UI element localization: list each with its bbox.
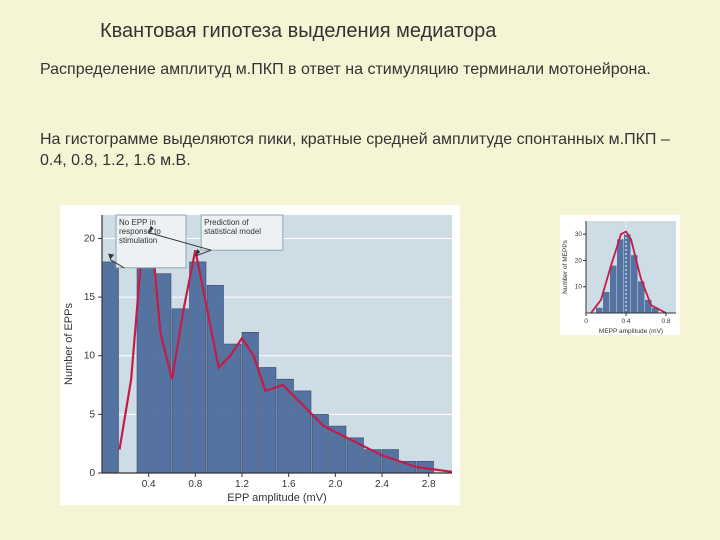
svg-text:20: 20 — [84, 233, 96, 244]
small-histogram-chart: 0 0.4 0.8 10 20 30 MEPP amplitude (mV) Number o… — [560, 215, 680, 335]
svg-text:30: 30 — [575, 231, 583, 238]
svg-text:2.0: 2.0 — [328, 479, 342, 490]
svg-text:5: 5 — [89, 409, 95, 420]
svg-text:15: 15 — [84, 292, 96, 303]
svg-text:1.6: 1.6 — [282, 479, 296, 490]
subtitle-2: На гистограмме выделяются пики, кратные … — [40, 130, 680, 172]
svg-text:2.8: 2.8 — [422, 479, 436, 490]
svg-text:10: 10 — [84, 351, 96, 362]
svg-text:EPP amplitude (mV): EPP amplitude (mV) — [227, 492, 326, 504]
svg-text:20: 20 — [575, 257, 583, 264]
svg-text:No EPP inresponse tostimulatio: No EPP inresponse tostimulation — [119, 218, 161, 245]
subtitle-1: Распределение амплитуд м.ПКП в ответ на … — [40, 60, 660, 81]
svg-text:0: 0 — [89, 468, 95, 479]
slide-title: Квантовая гипотеза выделения медиатора — [100, 20, 496, 43]
svg-text:0.4: 0.4 — [621, 318, 630, 325]
svg-text:0.4: 0.4 — [142, 479, 156, 490]
svg-text:MEPP amplitude (mV): MEPP amplitude (mV) — [599, 328, 663, 335]
main-histogram-chart: 0.4 0.8 1.2 1.6 2.0 2.4 2.8 0 5 10 15 20 EPP amplitu… — [60, 205, 460, 505]
svg-text:Number of MEPPs: Number of MEPPs — [562, 239, 569, 294]
svg-text:Number of EPPs: Number of EPPs — [63, 303, 75, 385]
svg-text:10: 10 — [575, 284, 583, 291]
svg-text:0.8: 0.8 — [188, 479, 202, 490]
svg-text:2.4: 2.4 — [375, 479, 389, 490]
svg-text:0.8: 0.8 — [661, 318, 670, 325]
svg-text:1.2: 1.2 — [235, 479, 249, 490]
svg-text:0: 0 — [584, 318, 588, 325]
